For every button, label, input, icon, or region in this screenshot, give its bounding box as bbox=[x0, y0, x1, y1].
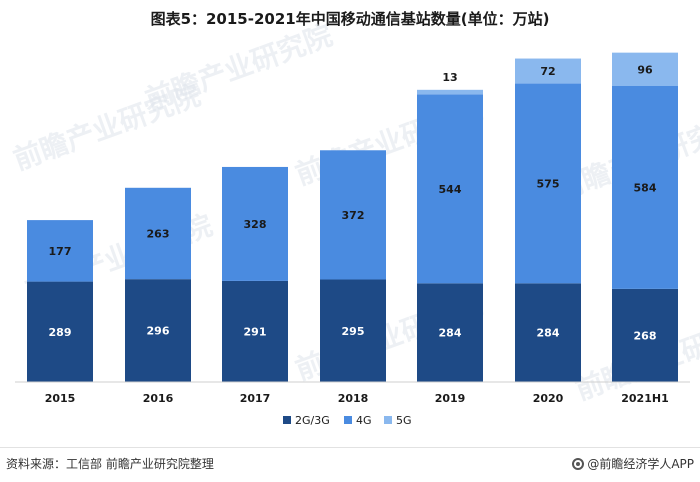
data-label-5g-2021h1: 96 bbox=[637, 63, 653, 76]
source-note: 资料来源：工信部 前瞻产业研究院整理 bbox=[6, 457, 214, 471]
bar-2g-3g-2021h1 bbox=[612, 288, 678, 382]
chart-title: 图表5：2015-2021年中国移动通信基站数量(单位：万站) bbox=[150, 10, 550, 28]
watermark-text: 前瞻产业研究院 bbox=[141, 19, 336, 117]
data-label-4g-2020: 575 bbox=[537, 177, 560, 190]
bar-2g-3g-2019 bbox=[417, 283, 483, 382]
bars-layer: 289 177 296 263 291 328 295 372 284 544 13 284 575 72… bbox=[27, 52, 678, 382]
data-label-5g-2019: 13 bbox=[442, 71, 457, 84]
x-tick-label: 2020 bbox=[533, 392, 564, 405]
legend-label-4g: 4G bbox=[356, 414, 372, 427]
bar-5g-2020 bbox=[515, 58, 581, 84]
legend-swatch-2g-3g bbox=[283, 416, 291, 424]
bar-2g-3g-2016 bbox=[125, 279, 191, 382]
x-tick-label: 2015 bbox=[45, 392, 76, 405]
data-label-2g-3g-2017: 291 bbox=[244, 325, 267, 338]
bar-2g-3g-2017 bbox=[222, 280, 288, 382]
brand-logo-icon bbox=[572, 457, 585, 470]
x-tick-label: 2017 bbox=[240, 392, 271, 405]
bar-4g-2020 bbox=[515, 83, 581, 284]
data-label-4g-2021h1: 584 bbox=[634, 181, 657, 194]
bar-4g-2021h1 bbox=[612, 85, 678, 289]
legend-swatch-4g bbox=[344, 416, 352, 424]
x-tick-label: 2019 bbox=[435, 392, 466, 405]
bar-4g-2019 bbox=[417, 94, 483, 284]
bar-2g-3g-2020 bbox=[515, 283, 581, 382]
watermark-text: 前瞻产业研究院 bbox=[9, 79, 204, 177]
legend-label-2g-3g: 2G/3G bbox=[295, 414, 330, 427]
data-label-4g-2016: 263 bbox=[147, 227, 170, 240]
bar-4g-2017 bbox=[222, 166, 288, 281]
bar-4g-2016 bbox=[125, 187, 191, 280]
x-tick-label: 2018 bbox=[338, 392, 369, 405]
x-tick-labels: 2015 2016 2017 2018 2019 2020 2021H1 bbox=[45, 392, 669, 405]
x-tick-label: 2021H1 bbox=[621, 392, 668, 405]
data-label-5g-2020: 72 bbox=[540, 65, 555, 78]
bar-2g-3g-2018 bbox=[320, 279, 386, 382]
footer: 资料来源：工信部 前瞻产业研究院整理 @前瞻经济学人APP bbox=[0, 447, 700, 482]
x-tick-label: 2016 bbox=[143, 392, 174, 405]
data-label-2g-3g-2016: 296 bbox=[147, 325, 170, 338]
bar-2g-3g-2015 bbox=[27, 281, 93, 382]
data-label-2g-3g-2019: 284 bbox=[439, 327, 462, 340]
brand-credit: @前瞻经济学人APP bbox=[572, 455, 694, 472]
stacked-bar-chart: 前瞻产业研究院前瞻产业研究院前瞻产业研究院前瞻产业研究院前瞻产业研究院前瞻产业研… bbox=[9, 19, 700, 427]
brand-text: @前瞻经济学人APP bbox=[587, 457, 694, 471]
data-label-4g-2015: 177 bbox=[49, 245, 72, 258]
data-label-2g-3g-2021h1: 268 bbox=[634, 329, 657, 342]
legend-label-5g: 5G bbox=[396, 414, 412, 427]
data-label-2g-3g-2018: 295 bbox=[342, 325, 365, 338]
bar-5g-2021h1 bbox=[612, 52, 678, 86]
bar-5g-2019 bbox=[417, 89, 483, 95]
data-label-4g-2018: 372 bbox=[342, 209, 365, 222]
bar-4g-2018 bbox=[320, 150, 386, 280]
data-label-2g-3g-2020: 284 bbox=[537, 327, 560, 340]
data-label-4g-2017: 328 bbox=[244, 218, 267, 231]
data-label-2g-3g-2015: 289 bbox=[49, 326, 72, 339]
data-label-4g-2019: 544 bbox=[439, 183, 462, 196]
bar-4g-2015 bbox=[27, 220, 93, 282]
legend-swatch-5g bbox=[384, 416, 392, 424]
legend: 2G/3G 4G 5G bbox=[283, 414, 412, 427]
